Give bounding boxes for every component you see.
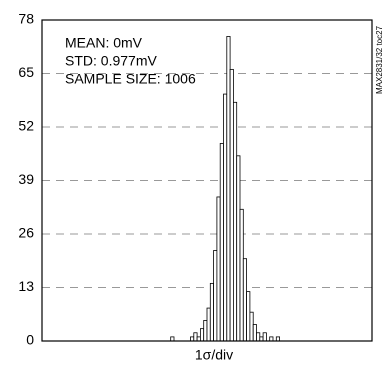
- y-tick-label: 65: [18, 64, 34, 80]
- annotation: SAMPLE SIZE: 1006: [65, 71, 196, 87]
- bar: [229, 68, 234, 342]
- bar: [226, 36, 231, 342]
- bar: [232, 101, 238, 342]
- bar: [193, 332, 198, 342]
- bar: [219, 143, 224, 342]
- bar: [170, 336, 175, 342]
- y-tick-label: 39: [18, 171, 34, 187]
- bar: [246, 291, 251, 342]
- bar: [209, 282, 215, 342]
- bar: [190, 336, 195, 342]
- x-axis-label: 1σ/div: [195, 347, 233, 363]
- bar: [199, 328, 205, 342]
- bar: [262, 332, 267, 342]
- plot-frame: [41, 19, 373, 342]
- bar: [223, 93, 228, 342]
- bar: [216, 196, 221, 342]
- bar: [275, 336, 280, 342]
- bar: [242, 258, 248, 342]
- y-tick-label: 78: [18, 11, 34, 27]
- bar: [256, 332, 261, 342]
- y-tick-label: 0: [26, 332, 34, 348]
- bar: [206, 307, 211, 342]
- bar: [269, 336, 274, 342]
- bar: [259, 336, 264, 342]
- bar: [196, 336, 201, 342]
- y-tick-label: 26: [18, 225, 34, 241]
- y-tick-label: 13: [18, 278, 34, 294]
- bar: [239, 208, 244, 342]
- bar: [236, 155, 241, 342]
- y-tick-label: 52: [18, 118, 34, 134]
- annotation: STD: 0.977mV: [65, 53, 157, 69]
- bar: [213, 250, 218, 342]
- side-label: MAX2831/32 toc27: [375, 25, 384, 94]
- bar: [252, 324, 257, 342]
- bar: [249, 311, 254, 342]
- annotation: MEAN: 0mV: [65, 35, 143, 51]
- bar: [203, 320, 208, 342]
